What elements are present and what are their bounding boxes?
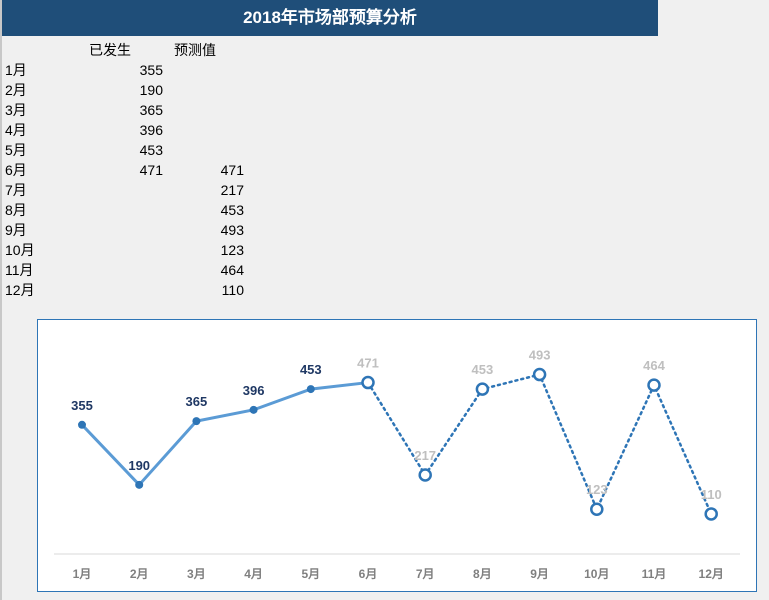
chart-svg: 1月 2月 3月 4月 5月 6月 7月 8月 9月 10月 11月 12月 355 190 365 396 4… [54,348,740,581]
data-point-actual [192,417,201,426]
x-tick-label: 6月 [359,567,378,581]
actual-cell: 453 [139,142,163,158]
forecast-cell: 123 [220,242,244,258]
x-tick-label: 10月 [584,567,609,581]
data-point-forecast [647,378,661,392]
data-point-actual [135,480,144,489]
data-label: 396 [243,383,265,398]
forecast-cell [170,140,244,160]
forecast-cell: 471 [220,162,244,178]
x-tick-label: 8月 [473,567,492,581]
actual-cell: 396 [139,122,163,138]
month-cell: 12月 [5,282,35,298]
data-label: 453 [472,362,494,377]
x-tick-label: 4月 [244,567,263,581]
x-tick-label: 5月 [301,567,320,581]
data-label: 217 [414,448,436,463]
forecast-cell [170,80,244,100]
month-cell: 8月 [5,202,27,218]
data-point-forecast [532,367,547,382]
actual-cell [90,200,163,220]
month-cell: 6月 [5,162,27,178]
actual-cell: 365 [139,102,163,118]
data-point-actual [306,385,315,394]
data-point-forecast [704,507,718,521]
actual-cell [90,240,163,260]
data-point-actual [249,405,258,414]
month-cell: 11月 [5,262,34,278]
forecast-cell [170,100,244,120]
x-tick-label: 12月 [699,567,724,581]
month-cell: 2月 [5,82,27,98]
actual-cell [90,260,163,280]
x-tick-label: 1月 [73,567,92,581]
actual-cell: 355 [139,62,163,78]
data-label: 123 [586,482,608,497]
x-tick-label: 7月 [416,567,435,581]
line-chart[interactable]: 1月 2月 3月 4月 5月 6月 7月 8月 9月 10月 11月 12月 355 190 365 396 4… [37,319,757,592]
data-label: 493 [529,348,551,363]
month-cell: 3月 [5,102,27,118]
x-tick-label: 2月 [130,567,149,581]
month-cell: 1月 [5,62,27,78]
actual-cell [90,220,163,240]
month-cell: 9月 [5,222,27,238]
month-cell: 7月 [5,182,27,198]
series-line-1 [366,373,713,516]
month-cell: 4月 [5,122,27,138]
data-label: 464 [643,358,665,373]
data-label: 453 [300,362,322,377]
data-point-forecast [590,502,604,516]
data-label: 365 [186,394,208,409]
sheet-title: 2018年市场部预算分析 [2,0,658,36]
header-actual: 已发生 [89,42,131,58]
month-cell: 5月 [5,142,27,158]
forecast-cell: 217 [220,182,244,198]
data-point-forecast [361,375,375,390]
forecast-cell [170,120,244,140]
data-label: 110 [701,487,722,502]
x-tick-label: 9月 [530,567,549,581]
forecast-cell: 464 [220,262,244,278]
actual-cell [90,180,163,200]
x-tick-label: 11月 [642,567,667,581]
data-label: 190 [128,458,150,473]
actual-cell: 471 [139,162,163,178]
actual-cell [90,280,163,300]
actual-cell: 190 [139,82,163,98]
forecast-cell: 493 [220,222,244,238]
data-label: 471 [357,356,379,371]
forecast-cell: 453 [220,202,244,218]
header-forecast: 预测值 [174,42,216,58]
data-label: 355 [71,398,93,413]
data-point-forecast [475,382,490,396]
month-cell: 10月 [5,242,35,258]
forecast-cell [170,60,244,80]
data-point-forecast [418,468,432,482]
forecast-cell: 110 [221,282,244,298]
series-line-0 [80,381,369,488]
data-point-actual [78,420,86,429]
sheet-edge [0,0,2,600]
x-tick-label: 3月 [187,567,206,581]
